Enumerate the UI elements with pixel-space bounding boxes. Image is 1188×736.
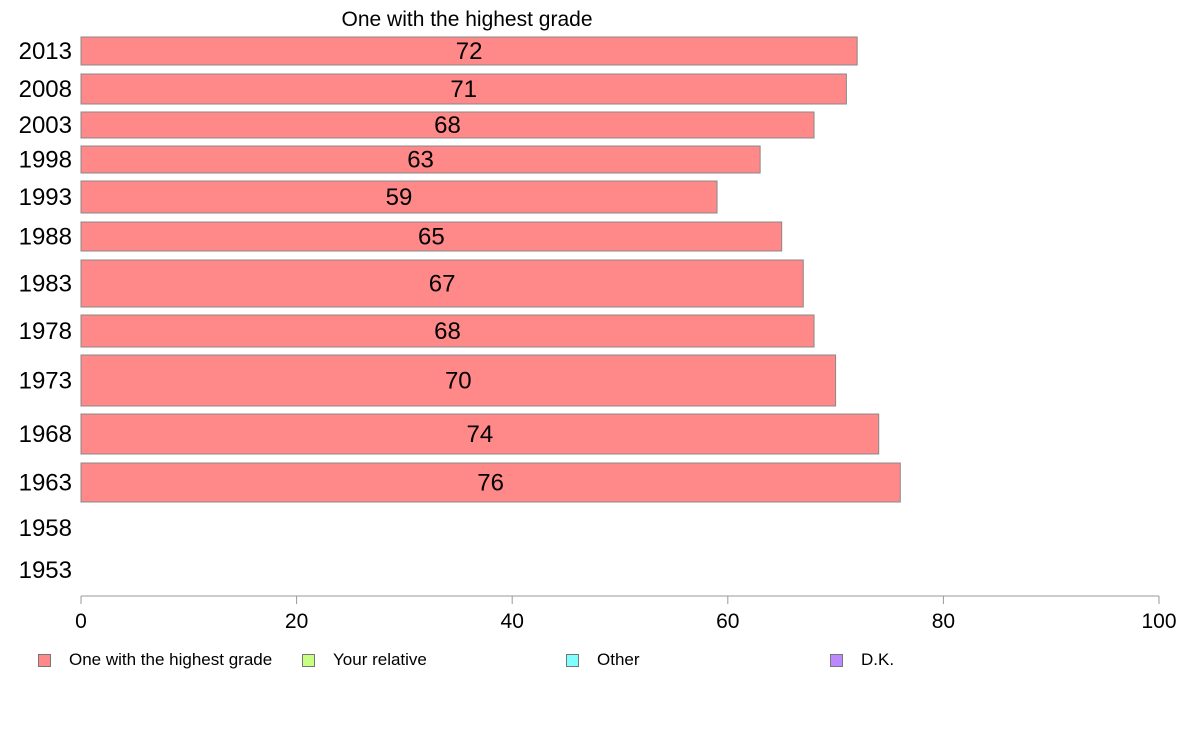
bar-value-label: 74 [467, 421, 494, 448]
legend-label: One with the highest grade [69, 650, 273, 669]
bar [80, 354, 837, 407]
legend-swatch-other [566, 653, 579, 667]
bar-value-label: 59 [386, 184, 413, 211]
bar-value-label: 63 [407, 147, 434, 174]
bar [80, 314, 815, 348]
category-label: 1958 [19, 515, 72, 542]
x-axis: 0 20 40 60 80 100 [75, 595, 1177, 633]
bar [80, 145, 761, 174]
category-label: 1963 [19, 470, 72, 497]
category-label: 1953 [19, 557, 72, 584]
category-label: 2003 [19, 112, 72, 139]
legend-label: Your relative [333, 650, 427, 669]
legend-item-other: Other [566, 649, 640, 671]
category-label: 1988 [19, 224, 72, 251]
legend-swatch-highest-grade [38, 653, 51, 667]
x-tick-label: 100 [1141, 610, 1176, 633]
x-tick-label: 60 [716, 610, 739, 633]
bar-value-label: 72 [456, 38, 483, 65]
category-label: 2013 [19, 38, 72, 65]
bar [80, 259, 804, 308]
category-label: 1993 [19, 184, 72, 211]
bar-value-label: 67 [429, 271, 456, 298]
x-tick-label: 0 [75, 610, 87, 633]
legend-swatch-dk [830, 653, 843, 667]
legend: One with the highest grade Your relative… [38, 649, 1158, 671]
x-tick-label: 40 [501, 610, 524, 633]
legend-item-dk: D.K. [830, 649, 894, 671]
bar [80, 36, 858, 66]
x-tick-label: 80 [932, 610, 955, 633]
legend-label: D.K. [861, 650, 895, 669]
bar-value-label: 76 [477, 470, 504, 497]
bar [80, 462, 901, 503]
bar-value-label: 70 [445, 368, 472, 395]
legend-item-your-relative: Your relative [302, 649, 427, 671]
category-label: 1983 [19, 271, 72, 298]
category-label: 1998 [19, 147, 72, 174]
bars-group: 2013 72 2008 71 2003 68 1998 63 1993 59 1988 65 1983… [19, 36, 901, 584]
bar-value-label: 68 [434, 318, 461, 345]
chart-title: One with the highest grade [342, 8, 593, 31]
category-label: 1968 [19, 421, 72, 448]
category-label: 1978 [19, 318, 72, 345]
bar [80, 413, 880, 455]
legend-item-highest-grade: One with the highest grade [38, 649, 272, 671]
bar [80, 221, 783, 252]
x-tick-label: 20 [285, 610, 308, 633]
bar-value-label: 65 [418, 224, 445, 251]
bar [80, 73, 847, 105]
legend-label: Other [597, 650, 640, 669]
bar-value-label: 71 [450, 76, 477, 103]
bar [80, 111, 815, 139]
category-label: 2008 [19, 76, 72, 103]
legend-swatch-your-relative [302, 653, 315, 667]
category-label: 1973 [19, 368, 72, 395]
bar-value-label: 68 [434, 112, 461, 139]
bar [80, 180, 718, 214]
